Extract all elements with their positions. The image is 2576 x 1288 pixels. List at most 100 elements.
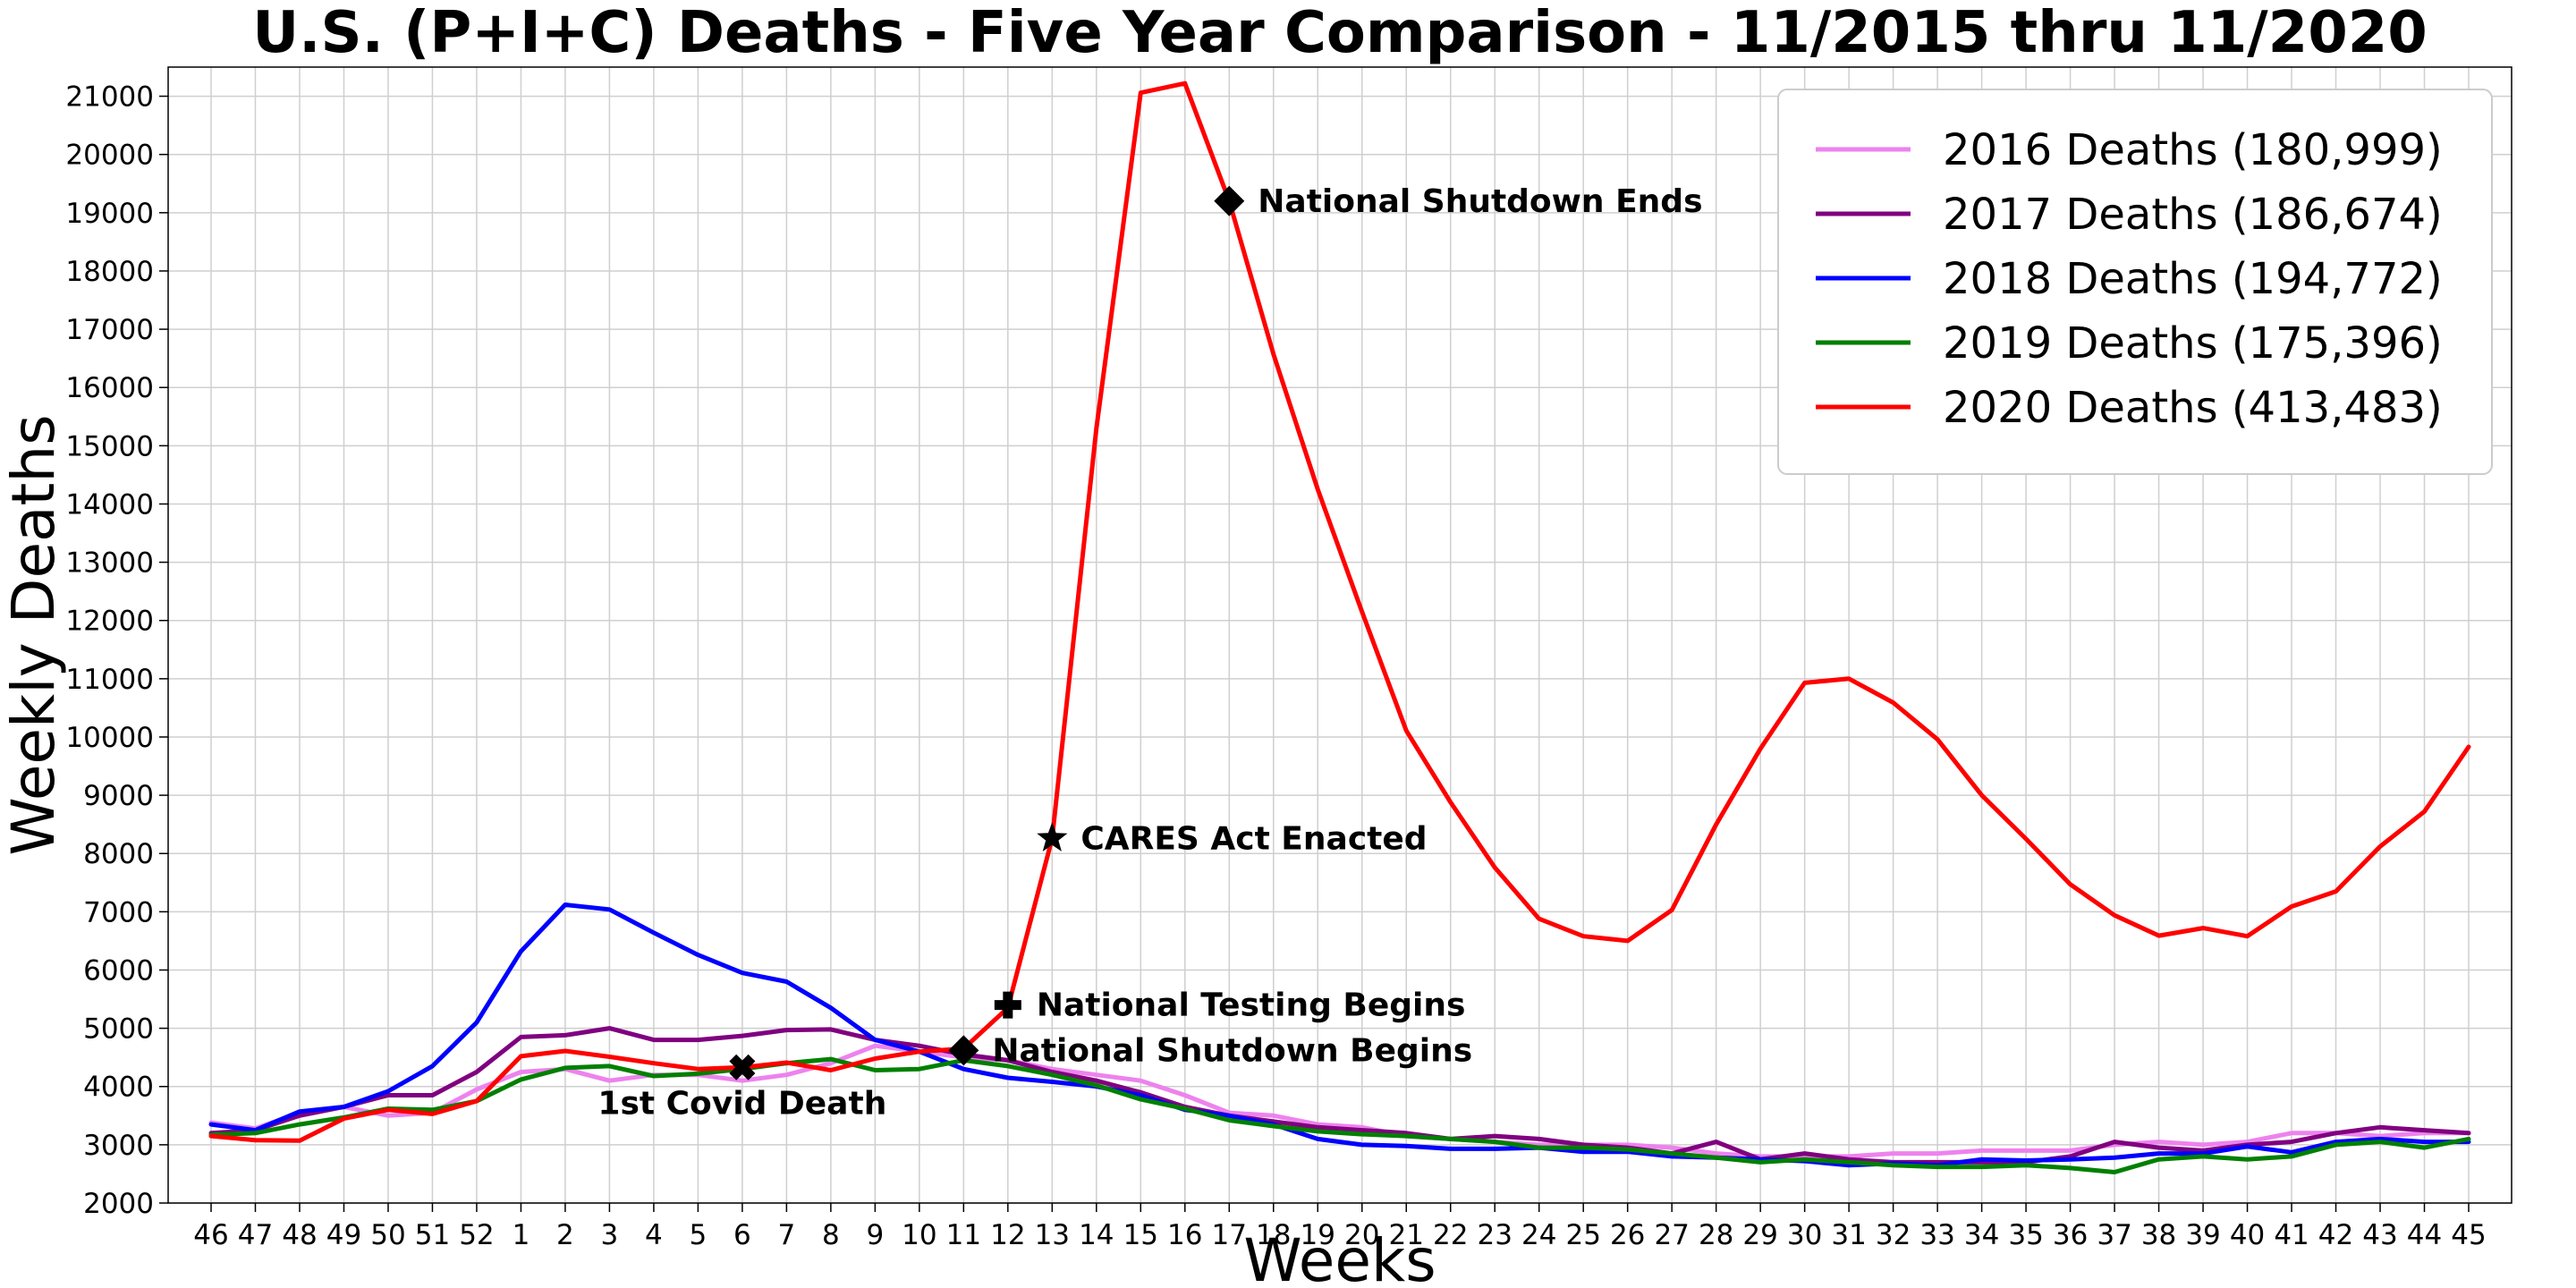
x-tick-label: 52 xyxy=(459,1219,494,1251)
plot-area-frame xyxy=(167,66,2512,1204)
x-marker-icon xyxy=(729,1054,756,1080)
diamond-marker-icon xyxy=(948,1035,979,1066)
x-tick-label: 34 xyxy=(1964,1219,1999,1251)
x-tick-label: 35 xyxy=(2008,1219,2043,1251)
x-tick-label: 37 xyxy=(2097,1219,2131,1251)
x-tick-label: 38 xyxy=(2141,1219,2176,1251)
x-tick-label: 45 xyxy=(2451,1219,2486,1251)
y-tick-label: 15000 xyxy=(65,430,154,462)
x-tick-label: 24 xyxy=(1521,1219,1556,1251)
annotation-label: National Testing Begins xyxy=(1037,987,1466,1024)
series-line-2017 xyxy=(208,1026,2471,1165)
x-tick-label: 2 xyxy=(556,1219,574,1251)
y-tick-label: 17000 xyxy=(65,314,154,346)
x-tick-label: 8 xyxy=(822,1219,840,1251)
x-tick-label: 13 xyxy=(1035,1219,1070,1251)
x-tick-label: 5 xyxy=(690,1219,708,1251)
series-line-2018 xyxy=(208,902,2471,1168)
annotation-label: 1st Covid Death xyxy=(597,1085,886,1122)
y-tick-label: 16000 xyxy=(65,372,154,404)
x-tick-label: 33 xyxy=(1919,1219,1954,1251)
y-tick-label: 10000 xyxy=(65,722,154,754)
legend-box xyxy=(1777,89,2493,475)
x-tick-label: 30 xyxy=(1787,1219,1822,1251)
x-tick-label: 36 xyxy=(2053,1219,2088,1251)
chart-title: U.S. (P+I+C) Deaths - Five Year Comparis… xyxy=(252,0,2428,66)
x-tick-label: 15 xyxy=(1123,1219,1158,1251)
x-tick-label: 40 xyxy=(2230,1219,2265,1251)
x-tick-label: 28 xyxy=(1699,1219,1733,1251)
y-tick-label: 4000 xyxy=(83,1072,154,1104)
annotation-label: CARES Act Enacted xyxy=(1080,820,1427,857)
x-tick-label: 32 xyxy=(1876,1219,1911,1251)
legend-entry: 2016 Deaths (180,999) xyxy=(1943,125,2443,175)
x-tick-label: 20 xyxy=(1344,1219,1379,1251)
annotations: 1st Covid Death National Shutdown Begins N… xyxy=(597,183,1702,1122)
series-lines xyxy=(208,80,2471,1174)
x-tick-label: 49 xyxy=(326,1219,361,1251)
legend-entry: 2017 Deaths (186,674) xyxy=(1943,190,2443,240)
legend-entry: 2019 Deaths (175,396) xyxy=(1943,318,2443,369)
x-tick-label: 3 xyxy=(601,1219,619,1251)
series-line-2020 xyxy=(208,80,2471,1143)
annotation-label: National Shutdown Ends xyxy=(1258,183,1702,220)
x-tick-label: 43 xyxy=(2362,1219,2397,1251)
x-tick-label: 22 xyxy=(1433,1219,1468,1251)
x-tick-label: 21 xyxy=(1389,1219,1424,1251)
legend-entry: 2020 Deaths (413,483) xyxy=(1943,383,2443,433)
y-tick-label: 11000 xyxy=(65,664,154,696)
y-tick-label: 18000 xyxy=(65,256,154,288)
y-tick-label: 2000 xyxy=(83,1188,154,1220)
y-axis-ticks: 2000 3000 4000 5000 6000 7000 8000 9000 10000 110… xyxy=(65,81,168,1220)
x-tick-label: 47 xyxy=(238,1219,273,1251)
x-tick-label: 50 xyxy=(370,1219,405,1251)
y-tick-label: 19000 xyxy=(65,198,154,230)
y-tick-label: 9000 xyxy=(83,780,154,812)
y-tick-label: 3000 xyxy=(83,1130,154,1162)
x-tick-label: 6 xyxy=(733,1219,751,1251)
x-tick-label: 51 xyxy=(415,1219,450,1251)
x-tick-label: 17 xyxy=(1212,1219,1247,1251)
y-tick-label: 6000 xyxy=(83,954,154,987)
y-tick-label: 14000 xyxy=(65,488,154,521)
x-tick-label: 39 xyxy=(2185,1219,2220,1251)
y-tick-label: 13000 xyxy=(65,547,154,580)
x-axis-label: Weeks xyxy=(1243,1226,1436,1288)
y-tick-label: 8000 xyxy=(83,838,154,870)
x-tick-label: 7 xyxy=(778,1219,796,1251)
annotation-label: National Shutdown Begins xyxy=(992,1032,1472,1069)
y-tick-label: 5000 xyxy=(83,1013,154,1046)
x-tick-label: 41 xyxy=(2274,1219,2309,1251)
star-marker-icon xyxy=(1037,822,1068,852)
x-tick-label: 18 xyxy=(1256,1219,1291,1251)
x-tick-label: 29 xyxy=(1742,1219,1777,1251)
x-tick-label: 42 xyxy=(2318,1219,2353,1251)
x-tick-label: 46 xyxy=(193,1219,228,1251)
x-tick-label: 44 xyxy=(2407,1219,2442,1251)
x-tick-label: 11 xyxy=(946,1219,981,1251)
x-tick-label: 25 xyxy=(1565,1219,1600,1251)
y-tick-label: 7000 xyxy=(83,896,154,928)
x-tick-label: 26 xyxy=(1610,1219,1645,1251)
x-tick-label: 12 xyxy=(990,1219,1025,1251)
y-tick-label: 21000 xyxy=(65,81,154,114)
x-tick-label: 9 xyxy=(866,1219,884,1251)
y-tick-label: 12000 xyxy=(65,606,154,638)
series-line-2019 xyxy=(208,1056,2471,1174)
x-tick-label: 16 xyxy=(1167,1219,1202,1251)
legend: 2016 Deaths (180,999) 2017 Deaths (186,67… xyxy=(1777,89,2493,475)
x-tick-label: 10 xyxy=(902,1219,936,1251)
x-tick-label: 23 xyxy=(1477,1219,1512,1251)
x-tick-label: 4 xyxy=(645,1219,663,1251)
plus-marker-icon xyxy=(994,991,1021,1019)
legend-entry: 2018 Deaths (194,772) xyxy=(1943,254,2443,304)
x-tick-label: 27 xyxy=(1654,1219,1689,1251)
y-tick-label: 20000 xyxy=(65,140,154,172)
y-axis-label: Weekly Deaths xyxy=(0,414,68,855)
x-axis-ticks: 46 47 48 49 50 51 52 1 2 3 4 5 6 7 8 9 10 11 12 13 14 15 16 17 1… xyxy=(193,1203,2487,1251)
x-tick-label: 1 xyxy=(513,1219,530,1251)
x-tick-label: 14 xyxy=(1079,1219,1114,1251)
x-tick-label: 19 xyxy=(1301,1219,1335,1251)
diamond-marker-icon xyxy=(1214,185,1245,216)
